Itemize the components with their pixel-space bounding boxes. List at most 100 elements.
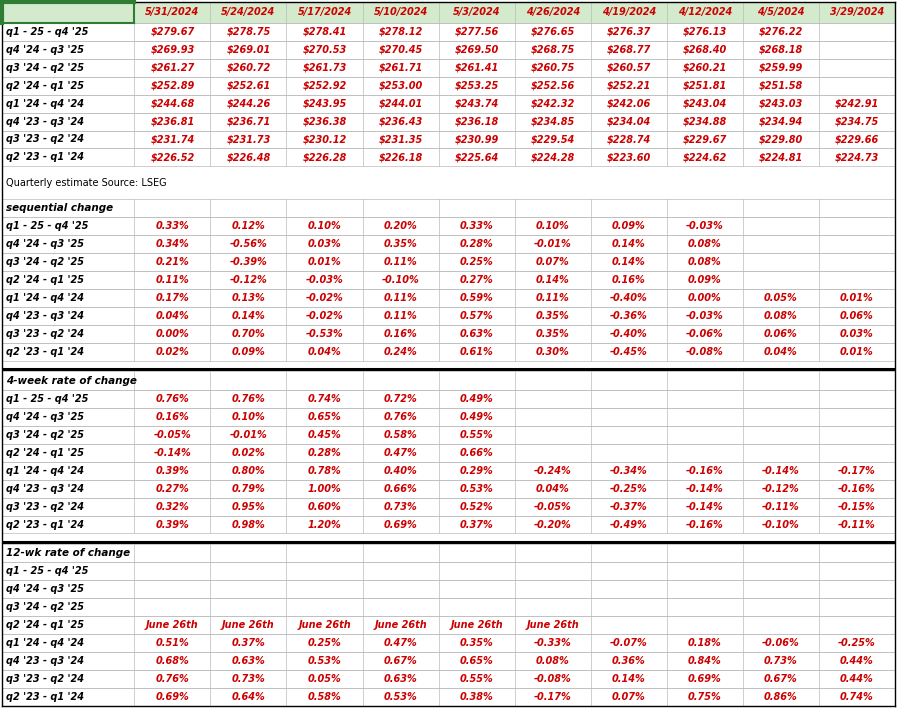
Bar [2, 372, 895, 390]
Text: $231.74: $231.74 [151, 135, 195, 144]
Text: $253.25: $253.25 [455, 81, 499, 91]
Text: $268.18: $268.18 [759, 45, 803, 55]
Text: q1 - 25 - q4 '25: q1 - 25 - q4 '25 [6, 222, 89, 232]
Bar [2, 76, 895, 95]
Text: -0.12%: -0.12% [230, 275, 267, 285]
Text: q3 '23 - q2 '24: q3 '23 - q2 '24 [6, 501, 84, 512]
Bar [2, 59, 895, 76]
Text: $236.18: $236.18 [455, 117, 499, 127]
Bar [2, 289, 895, 307]
Text: -0.25%: -0.25% [838, 638, 875, 649]
Text: q4 '23 - q3 '24: q4 '23 - q3 '24 [6, 117, 84, 127]
Text: 0.35%: 0.35% [536, 311, 570, 321]
Text: 0.40%: 0.40% [384, 466, 417, 476]
Text: 0.76%: 0.76% [155, 394, 189, 404]
Text: 0.98%: 0.98% [231, 520, 266, 530]
Text: $224.28: $224.28 [531, 152, 575, 162]
Text: June 26th: June 26th [222, 620, 274, 630]
Text: 4/5/2024: 4/5/2024 [757, 7, 805, 18]
Text: 0.10%: 0.10% [308, 222, 342, 232]
Text: q2 '23 - q1 '24: q2 '23 - q1 '24 [6, 520, 84, 530]
Text: -0.17%: -0.17% [534, 692, 571, 702]
Bar [2, 130, 895, 149]
Text: q4 '24 - q3 '25: q4 '24 - q3 '25 [6, 239, 84, 249]
Text: 0.11%: 0.11% [384, 293, 417, 303]
Text: $223.60: $223.60 [606, 152, 651, 162]
Text: 0.53%: 0.53% [460, 484, 493, 493]
Text: 0.67%: 0.67% [384, 656, 417, 666]
Text: 0.27%: 0.27% [460, 275, 493, 285]
Text: q2 '24 - q1 '25: q2 '24 - q1 '25 [6, 81, 84, 91]
Text: q1 - 25 - q4 '25: q1 - 25 - q4 '25 [6, 27, 89, 37]
Text: 0.00%: 0.00% [688, 293, 722, 303]
Text: $242.06: $242.06 [606, 98, 651, 108]
Bar [2, 533, 895, 542]
Text: -0.24%: -0.24% [534, 466, 571, 476]
Text: -0.08%: -0.08% [534, 674, 571, 684]
Text: $260.72: $260.72 [226, 63, 271, 73]
Text: 0.37%: 0.37% [231, 638, 266, 649]
Text: 0.69%: 0.69% [384, 520, 417, 530]
Text: 0.66%: 0.66% [384, 484, 417, 493]
Text: 0.14%: 0.14% [231, 311, 266, 321]
Text: $229.66: $229.66 [835, 135, 879, 144]
Text: q1 '24 - q4 '24: q1 '24 - q4 '24 [6, 98, 84, 108]
Text: $230.99: $230.99 [455, 135, 499, 144]
Text: 0.74%: 0.74% [308, 394, 342, 404]
Text: -0.05%: -0.05% [534, 501, 571, 512]
Text: $260.21: $260.21 [683, 63, 727, 73]
Text: q3 '23 - q2 '24: q3 '23 - q2 '24 [6, 135, 84, 144]
Bar [2, 166, 895, 175]
Text: 0.05%: 0.05% [764, 293, 797, 303]
Text: 0.08%: 0.08% [688, 239, 722, 249]
Text: 0.38%: 0.38% [460, 692, 493, 702]
Text: q3 '24 - q2 '25: q3 '24 - q2 '25 [6, 63, 84, 73]
Text: -0.37%: -0.37% [610, 501, 648, 512]
Text: 0.05%: 0.05% [308, 674, 342, 684]
Text: $260.57: $260.57 [606, 63, 651, 73]
Text: $269.93: $269.93 [151, 45, 195, 55]
Text: $234.88: $234.88 [683, 117, 727, 127]
Text: 0.80%: 0.80% [231, 466, 266, 476]
Text: 0.84%: 0.84% [688, 656, 722, 666]
Bar [2, 688, 895, 706]
Text: 0.13%: 0.13% [231, 293, 266, 303]
Bar [2, 113, 895, 130]
Bar [2, 462, 895, 479]
Text: $230.12: $230.12 [302, 135, 346, 144]
Bar [2, 544, 895, 562]
Text: 0.02%: 0.02% [231, 447, 266, 457]
Text: 12-wk rate of change: 12-wk rate of change [6, 548, 130, 558]
Text: 0.49%: 0.49% [460, 412, 493, 422]
Text: $268.40: $268.40 [683, 45, 727, 55]
Text: q4 '24 - q3 '25: q4 '24 - q3 '25 [6, 45, 84, 55]
Text: -0.02%: -0.02% [306, 311, 344, 321]
Text: 0.25%: 0.25% [460, 257, 493, 267]
Text: $228.74: $228.74 [606, 135, 651, 144]
Bar [2, 361, 895, 369]
Text: $243.95: $243.95 [302, 98, 346, 108]
Text: $261.27: $261.27 [151, 63, 195, 73]
Text: q4 '23 - q3 '24: q4 '23 - q3 '24 [6, 656, 84, 666]
Bar [2, 325, 895, 343]
Text: -0.03%: -0.03% [686, 222, 724, 232]
Text: 0.11%: 0.11% [384, 311, 417, 321]
Text: q3 '24 - q2 '25: q3 '24 - q2 '25 [6, 603, 84, 612]
Bar [2, 479, 895, 498]
Text: $226.48: $226.48 [226, 152, 271, 162]
Text: 5/10/2024: 5/10/2024 [373, 7, 428, 18]
Text: June 26th: June 26th [450, 620, 503, 630]
Text: $277.56: $277.56 [455, 27, 499, 37]
Text: 4/26/2024: 4/26/2024 [526, 7, 579, 18]
Bar [2, 390, 895, 408]
Text: 0.04%: 0.04% [155, 311, 189, 321]
Text: 0.69%: 0.69% [688, 674, 722, 684]
Text: q2 '23 - q1 '24: q2 '23 - q1 '24 [6, 347, 84, 357]
Text: $244.01: $244.01 [379, 98, 422, 108]
Text: q1 - 25 - q4 '25: q1 - 25 - q4 '25 [6, 566, 89, 576]
Text: $243.74: $243.74 [455, 98, 499, 108]
Bar [2, 562, 895, 581]
Text: 0.36%: 0.36% [612, 656, 646, 666]
Text: 0.49%: 0.49% [460, 394, 493, 404]
Text: 0.25%: 0.25% [308, 638, 342, 649]
